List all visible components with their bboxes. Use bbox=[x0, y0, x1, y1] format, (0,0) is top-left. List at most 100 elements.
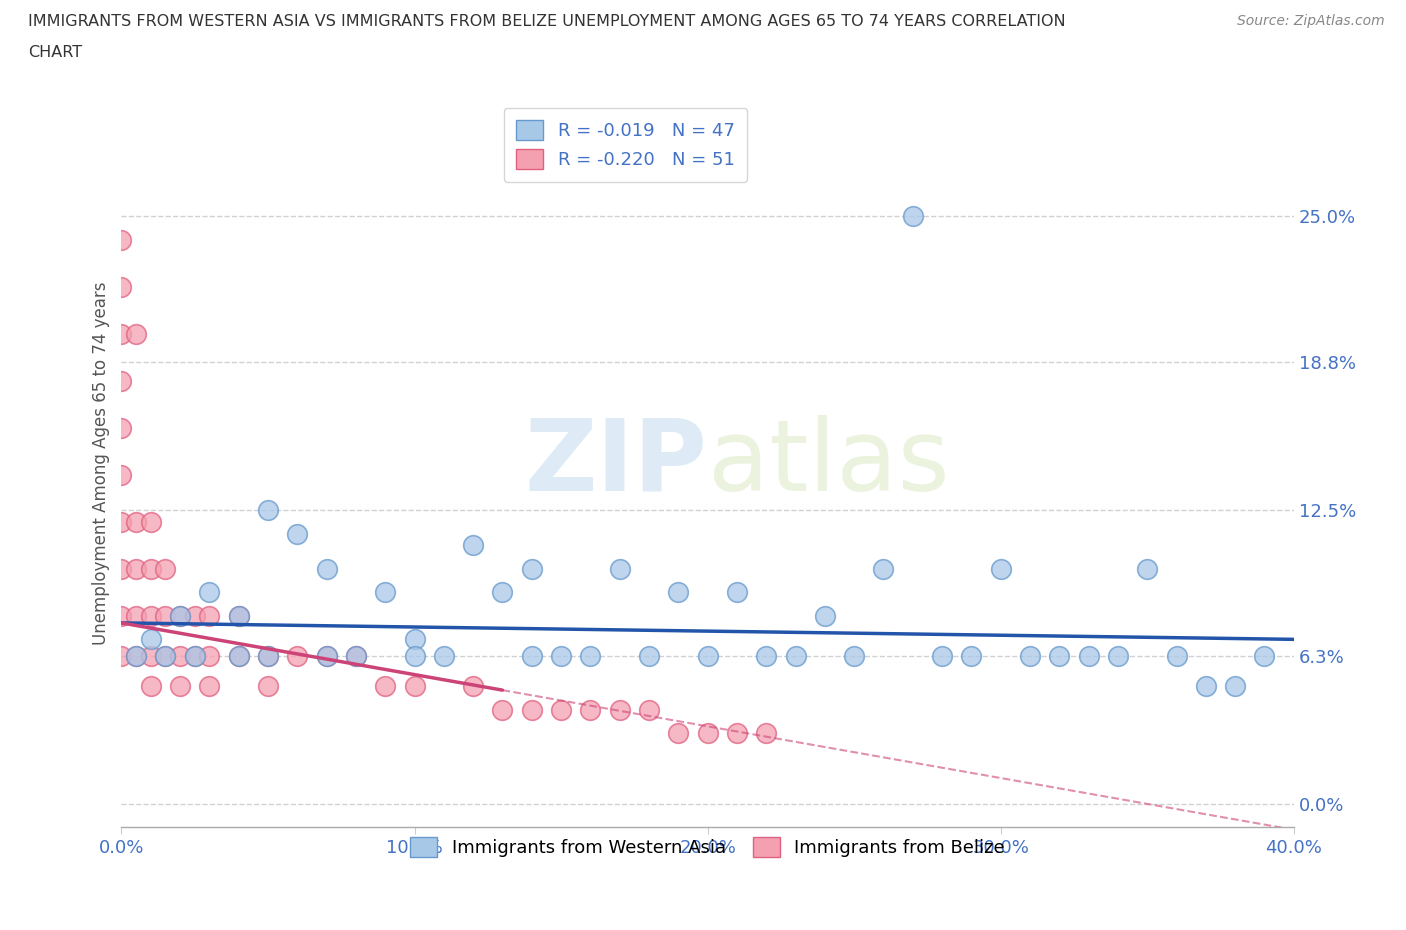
Point bbox=[198, 585, 221, 600]
Point bbox=[520, 702, 543, 717]
Point bbox=[579, 702, 602, 717]
Point bbox=[125, 648, 148, 663]
Point bbox=[125, 326, 148, 341]
Point bbox=[198, 648, 221, 663]
Point bbox=[155, 648, 177, 663]
Point bbox=[285, 648, 308, 663]
Point bbox=[169, 679, 191, 694]
Point bbox=[1047, 648, 1070, 663]
Text: CHART: CHART bbox=[28, 45, 82, 60]
Point bbox=[404, 631, 426, 646]
Point bbox=[155, 608, 177, 623]
Point bbox=[228, 608, 250, 623]
Point bbox=[463, 679, 485, 694]
Point bbox=[842, 648, 865, 663]
Text: ZIP: ZIP bbox=[524, 415, 707, 512]
Point bbox=[198, 679, 221, 694]
Point bbox=[579, 648, 602, 663]
Point bbox=[785, 648, 807, 663]
Point bbox=[1253, 648, 1275, 663]
Point bbox=[666, 726, 689, 741]
Point bbox=[315, 648, 337, 663]
Legend: Immigrants from Western Asia, Immigrants from Belize: Immigrants from Western Asia, Immigrants… bbox=[398, 824, 1018, 870]
Point bbox=[638, 648, 661, 663]
Point bbox=[155, 562, 177, 577]
Point bbox=[110, 562, 132, 577]
Point bbox=[433, 648, 456, 663]
Point bbox=[125, 648, 148, 663]
Point bbox=[872, 562, 894, 577]
Point bbox=[139, 631, 162, 646]
Y-axis label: Unemployment Among Ages 65 to 74 years: Unemployment Among Ages 65 to 74 years bbox=[93, 281, 110, 644]
Point bbox=[755, 648, 778, 663]
Point bbox=[257, 502, 280, 517]
Point bbox=[1166, 648, 1188, 663]
Point bbox=[725, 585, 748, 600]
Point bbox=[228, 648, 250, 663]
Text: Source: ZipAtlas.com: Source: ZipAtlas.com bbox=[1237, 14, 1385, 28]
Point bbox=[155, 648, 177, 663]
Text: atlas: atlas bbox=[707, 415, 949, 512]
Point bbox=[725, 726, 748, 741]
Point bbox=[404, 679, 426, 694]
Point bbox=[1019, 648, 1042, 663]
Point bbox=[257, 648, 280, 663]
Point bbox=[183, 648, 205, 663]
Point bbox=[110, 648, 132, 663]
Point bbox=[169, 608, 191, 623]
Point bbox=[520, 562, 543, 577]
Point bbox=[374, 585, 396, 600]
Point bbox=[169, 608, 191, 623]
Point bbox=[198, 608, 221, 623]
Point bbox=[110, 373, 132, 388]
Point bbox=[1107, 648, 1129, 663]
Point bbox=[696, 726, 718, 741]
Point bbox=[139, 648, 162, 663]
Point bbox=[696, 648, 718, 663]
Point bbox=[491, 585, 513, 600]
Point bbox=[901, 209, 924, 224]
Point bbox=[228, 648, 250, 663]
Point bbox=[228, 608, 250, 623]
Point bbox=[125, 608, 148, 623]
Point bbox=[550, 702, 572, 717]
Point bbox=[374, 679, 396, 694]
Point bbox=[110, 279, 132, 294]
Point bbox=[666, 585, 689, 600]
Point bbox=[404, 648, 426, 663]
Point bbox=[1195, 679, 1218, 694]
Point bbox=[931, 648, 953, 663]
Point bbox=[315, 648, 337, 663]
Point bbox=[110, 232, 132, 247]
Point bbox=[1223, 679, 1246, 694]
Point bbox=[520, 648, 543, 663]
Point bbox=[315, 562, 337, 577]
Point bbox=[990, 562, 1012, 577]
Point bbox=[110, 468, 132, 483]
Point bbox=[1136, 562, 1159, 577]
Point bbox=[110, 608, 132, 623]
Point bbox=[344, 648, 367, 663]
Point bbox=[110, 420, 132, 435]
Point bbox=[169, 648, 191, 663]
Point bbox=[125, 562, 148, 577]
Point bbox=[609, 702, 631, 717]
Point bbox=[125, 514, 148, 529]
Point bbox=[609, 562, 631, 577]
Point bbox=[463, 538, 485, 552]
Point bbox=[814, 608, 837, 623]
Point bbox=[139, 608, 162, 623]
Point bbox=[139, 562, 162, 577]
Point bbox=[183, 608, 205, 623]
Point bbox=[183, 648, 205, 663]
Point bbox=[285, 526, 308, 541]
Point bbox=[960, 648, 983, 663]
Point bbox=[257, 679, 280, 694]
Point bbox=[550, 648, 572, 663]
Point bbox=[110, 326, 132, 341]
Point bbox=[257, 648, 280, 663]
Point bbox=[1077, 648, 1099, 663]
Text: IMMIGRANTS FROM WESTERN ASIA VS IMMIGRANTS FROM BELIZE UNEMPLOYMENT AMONG AGES 6: IMMIGRANTS FROM WESTERN ASIA VS IMMIGRAN… bbox=[28, 14, 1066, 29]
Point bbox=[638, 702, 661, 717]
Point bbox=[139, 514, 162, 529]
